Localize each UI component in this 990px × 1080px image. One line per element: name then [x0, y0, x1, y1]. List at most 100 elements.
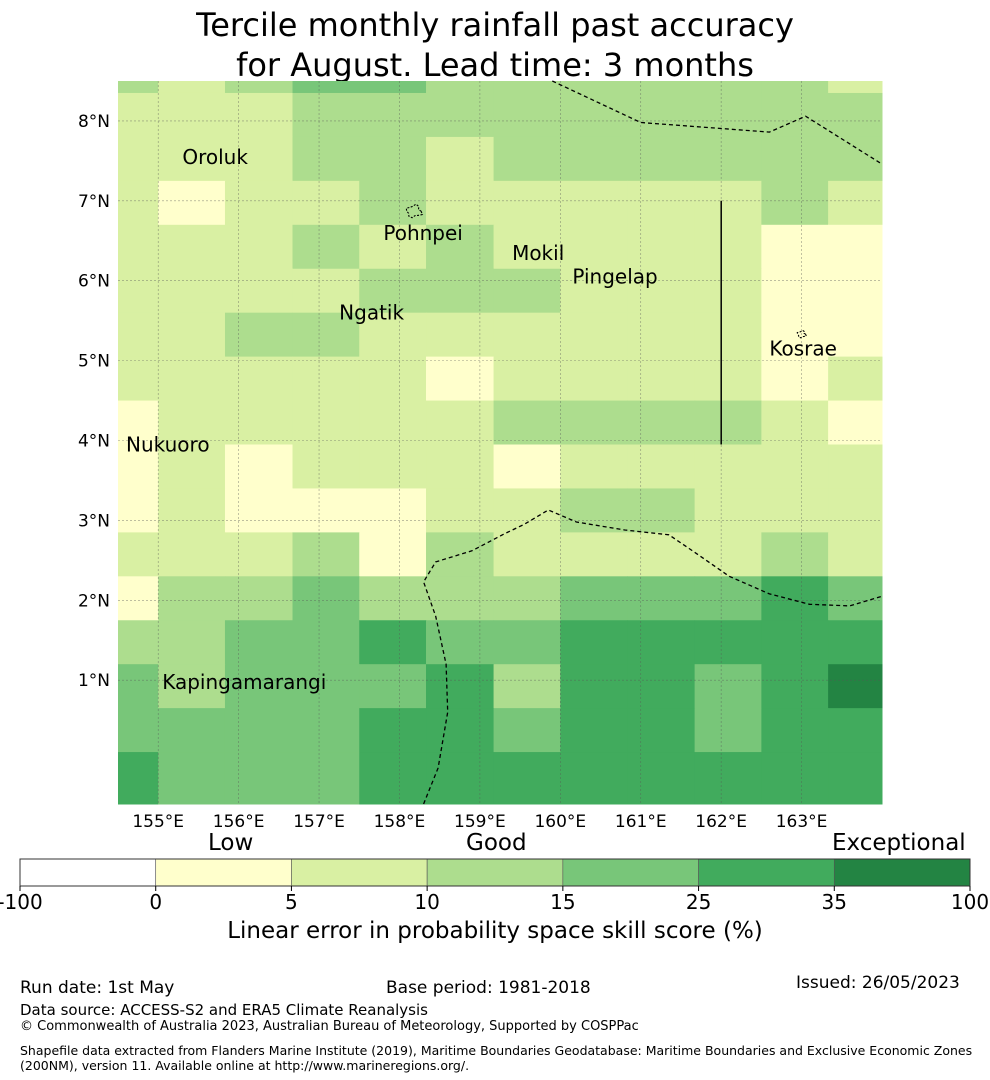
- skill-cell: [761, 81, 829, 94]
- lon-tick-label: 161°E: [615, 812, 667, 832]
- map-gridlines: [118, 81, 882, 804]
- skill-cell: [761, 444, 829, 489]
- map-axes: 155°E 156°E 157°E 158°E 159°E 160°E 161°E 162°E…: [78, 112, 827, 832]
- skill-cell: [560, 356, 628, 402]
- skill-cell: [761, 708, 829, 753]
- skill-cell: [426, 400, 495, 445]
- skill-cell: [694, 752, 762, 805]
- skill-cell: [426, 180, 495, 226]
- skill-cell: [627, 400, 696, 445]
- skill-cell: [627, 620, 696, 665]
- skill-cell: [560, 312, 628, 358]
- skill-cell: [828, 620, 883, 665]
- skill-cell: [627, 136, 696, 182]
- lat-tick-label: 6°N: [78, 272, 110, 292]
- skill-cell: [118, 488, 159, 533]
- skill-cell: [627, 312, 696, 358]
- skill-cell: [224, 268, 294, 314]
- skill-cell: [694, 444, 762, 489]
- skill-cell: [118, 708, 159, 753]
- colorbar-swatch: [833, 858, 971, 887]
- skill-cell: [761, 576, 829, 621]
- skill-cell: [224, 444, 294, 489]
- skill-cell: [761, 224, 829, 270]
- skill-cell: [118, 400, 159, 445]
- skill-cell: [359, 752, 427, 805]
- skill-cell: [493, 136, 561, 182]
- place-label-nukuoro: Nukuoro: [126, 432, 210, 456]
- skill-cell: [426, 620, 495, 665]
- skill-cell: [158, 708, 226, 753]
- lon-tick-label: 158°E: [374, 812, 426, 832]
- skill-cell: [292, 708, 360, 753]
- skill-cell: [118, 664, 159, 709]
- colorbar-tick-label: 0: [149, 890, 162, 914]
- colorbar-swatch: [426, 858, 564, 887]
- skill-cell: [761, 356, 829, 402]
- skill-cell: [493, 664, 561, 709]
- skill-cell: [560, 708, 628, 753]
- skill-cell: [426, 312, 495, 358]
- place-label-mokil: Mokil: [512, 241, 564, 265]
- skill-cell: [118, 752, 159, 805]
- skill-cell: [627, 708, 696, 753]
- skill-cell: [224, 620, 294, 665]
- skill-cell: [292, 752, 360, 805]
- skill-cell: [627, 532, 696, 577]
- lat-tick-label: 1°N: [78, 671, 110, 691]
- skill-cell: [359, 400, 427, 445]
- skill-cell: [694, 664, 762, 709]
- colorbar-tick-label: 100: [951, 890, 989, 914]
- skill-cell: [560, 488, 628, 533]
- colorbar-tick-label: 25: [686, 890, 711, 914]
- skill-cell: [761, 620, 829, 665]
- skill-cell: [426, 444, 495, 489]
- skill-cell: [158, 488, 226, 533]
- colorbar-swatch: [698, 858, 835, 887]
- skill-cell: [359, 81, 427, 94]
- skill-cell: [493, 752, 561, 805]
- skill-cell: [828, 356, 883, 402]
- skill-cell: [493, 620, 561, 665]
- skill-cell: [828, 268, 883, 314]
- skill-cell: [118, 180, 159, 226]
- skill-cell: [292, 664, 360, 709]
- skill-cell: [224, 92, 294, 138]
- colorbar-tick-label: 35: [822, 890, 847, 914]
- skill-cell: [694, 488, 762, 533]
- skill-cell: [118, 576, 159, 621]
- skill-cell: [694, 92, 762, 138]
- skill-cell: [694, 576, 762, 621]
- skill-cell: [761, 400, 829, 445]
- skill-cell: [627, 752, 696, 805]
- colorbar-swatch: [19, 858, 157, 887]
- skill-cell: [224, 400, 294, 445]
- skill-cell: [158, 312, 226, 358]
- skill-cell: [761, 664, 829, 709]
- island-outlines: [405, 203, 808, 339]
- skill-cell: [493, 81, 561, 94]
- skill-cell: [828, 664, 883, 709]
- place-label-oroluk: Oroluk: [182, 145, 248, 169]
- skill-cell: [158, 224, 226, 270]
- skill-cell: [292, 356, 360, 402]
- skill-cell: [560, 444, 628, 489]
- skill-cell: [493, 532, 561, 577]
- skill-cell: [224, 136, 294, 182]
- skill-cell: [761, 312, 829, 358]
- skill-cell: [118, 532, 159, 577]
- skill-cell: [627, 81, 696, 94]
- skill-cell: [158, 400, 226, 445]
- skill-cell: [627, 180, 696, 226]
- skill-cell: [828, 752, 883, 805]
- skill-cell: [493, 268, 561, 314]
- issued-date: Issued: 26/05/2023: [796, 973, 960, 993]
- place-label-kapingamarangi: Kapingamarangi: [162, 670, 326, 694]
- colorbar-swatch: [291, 858, 428, 887]
- skill-cell: [158, 81, 226, 94]
- skill-cell: [359, 356, 427, 402]
- skill-cell: [828, 488, 883, 533]
- skill-cell: [493, 708, 561, 753]
- eez-boundaries: [422, 80, 883, 805]
- skill-cell: [694, 708, 762, 753]
